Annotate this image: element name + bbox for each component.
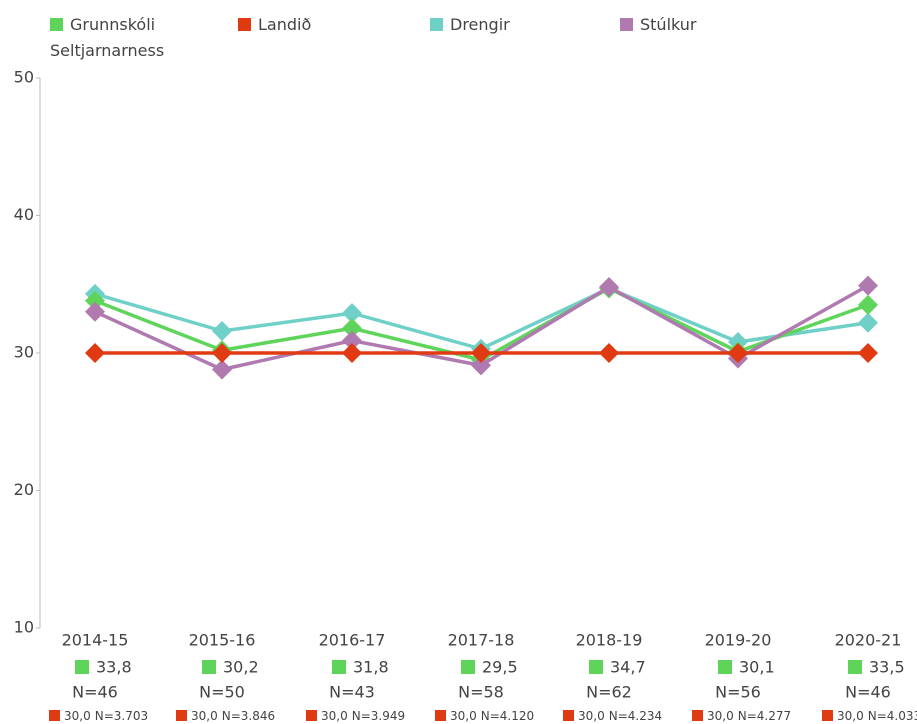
n-label: N=46 xyxy=(72,683,118,702)
value-label: 30,0 N=3.949 xyxy=(321,709,405,723)
n-label: N=4.120 xyxy=(481,709,534,723)
row-swatch xyxy=(822,710,833,721)
value-label: 31,8 xyxy=(353,658,389,677)
value-label: 33,5 xyxy=(869,658,905,677)
x-tick-label: 2015-16 xyxy=(189,631,256,650)
x-tick-label: 2019-20 xyxy=(705,631,772,650)
n-label: N=43 xyxy=(329,683,375,702)
marker xyxy=(342,318,362,339)
value-label: 30,0 N=3.703 xyxy=(64,709,148,723)
legend-swatch xyxy=(238,18,251,31)
value-label: 30,0 xyxy=(707,709,734,723)
n-label: N=4.234 xyxy=(609,709,662,723)
n-label: N=3.846 xyxy=(222,709,275,723)
value-label: 34,7 xyxy=(610,658,646,677)
row-swatch xyxy=(563,710,574,721)
marker xyxy=(858,275,878,296)
value-label: 30,0 xyxy=(191,709,218,723)
legend-swatch xyxy=(620,18,633,31)
y-tick-label: 10 xyxy=(14,618,34,637)
legend-label: Grunnskóli Seltjarnarness xyxy=(50,15,165,60)
y-tick-label: 20 xyxy=(14,480,34,499)
legend-swatch xyxy=(50,18,63,31)
legend-item: Grunnskóli Seltjarnarness xyxy=(50,12,215,64)
marker xyxy=(599,343,619,363)
row-swatch xyxy=(202,660,216,674)
marker xyxy=(342,303,362,324)
value-label: 30,1 xyxy=(739,658,775,677)
row-swatch xyxy=(848,660,862,674)
n-label: N=4.033 xyxy=(868,709,917,723)
x-tick-label: 2016-17 xyxy=(319,631,386,650)
marker xyxy=(858,294,878,315)
value-label: 30,0 N=3.846 xyxy=(191,709,275,723)
legend-label: Stúlkur xyxy=(640,15,697,34)
legend-label: Landið xyxy=(258,15,312,34)
row-swatch xyxy=(461,660,475,674)
value-label: 30,0 xyxy=(578,709,605,723)
marker xyxy=(342,343,362,363)
n-label: N=46 xyxy=(845,683,891,702)
n-label: N=62 xyxy=(586,683,632,702)
marker xyxy=(212,321,232,341)
row-swatch xyxy=(332,660,346,674)
marker xyxy=(471,355,491,376)
value-label: 30,0 N=4.277 xyxy=(707,709,791,723)
value-label: 33,8 xyxy=(96,658,132,677)
marker xyxy=(599,277,619,297)
row-swatch xyxy=(435,710,446,721)
x-tick-label: 2018-19 xyxy=(576,631,643,650)
value-label: 30,2 xyxy=(223,658,259,677)
row-swatch xyxy=(718,660,732,674)
row-swatch xyxy=(306,710,317,721)
n-label: N=3.949 xyxy=(352,709,405,723)
marker xyxy=(342,330,362,351)
marker xyxy=(212,359,232,380)
marker xyxy=(471,343,491,363)
value-label: 30,0 N=4.234 xyxy=(578,709,662,723)
value-label: 30,0 xyxy=(64,709,91,723)
row-swatch xyxy=(589,660,603,674)
marker xyxy=(728,343,748,363)
value-label: 30,0 xyxy=(837,709,864,723)
value-label: 29,5 xyxy=(482,658,518,677)
row-swatch xyxy=(692,710,703,721)
row-swatch xyxy=(49,710,60,721)
legend-item: Stúlkur xyxy=(620,12,785,38)
x-tick-label: 2020-21 xyxy=(835,631,902,650)
marker xyxy=(858,343,878,363)
legend-item: Landið xyxy=(238,12,403,38)
value-label: 30,0 xyxy=(321,709,348,723)
value-label: 30,0 xyxy=(450,709,477,723)
n-label: N=58 xyxy=(458,683,504,702)
n-label: N=56 xyxy=(715,683,761,702)
n-label: N=50 xyxy=(199,683,245,702)
y-tick-label: 30 xyxy=(14,343,34,362)
row-swatch xyxy=(176,710,187,721)
legend-label: Drengir xyxy=(450,15,510,34)
marker xyxy=(858,312,878,333)
value-label: 30,0 N=4.120 xyxy=(450,709,534,723)
row-swatch xyxy=(75,660,89,674)
x-tick-label: 2017-18 xyxy=(448,631,515,650)
marker xyxy=(212,343,232,363)
n-label: N=4.277 xyxy=(738,709,791,723)
marker xyxy=(85,290,105,311)
n-label: N=3.703 xyxy=(95,709,148,723)
y-tick-label: 50 xyxy=(14,68,34,87)
value-label: 30,0 N=4.033 xyxy=(837,709,917,723)
x-tick-label: 2014-15 xyxy=(62,631,129,650)
marker xyxy=(85,301,105,322)
legend-item: Drengir xyxy=(430,12,595,38)
y-tick-label: 40 xyxy=(14,205,34,224)
legend-swatch xyxy=(430,18,443,31)
marker xyxy=(85,343,105,363)
